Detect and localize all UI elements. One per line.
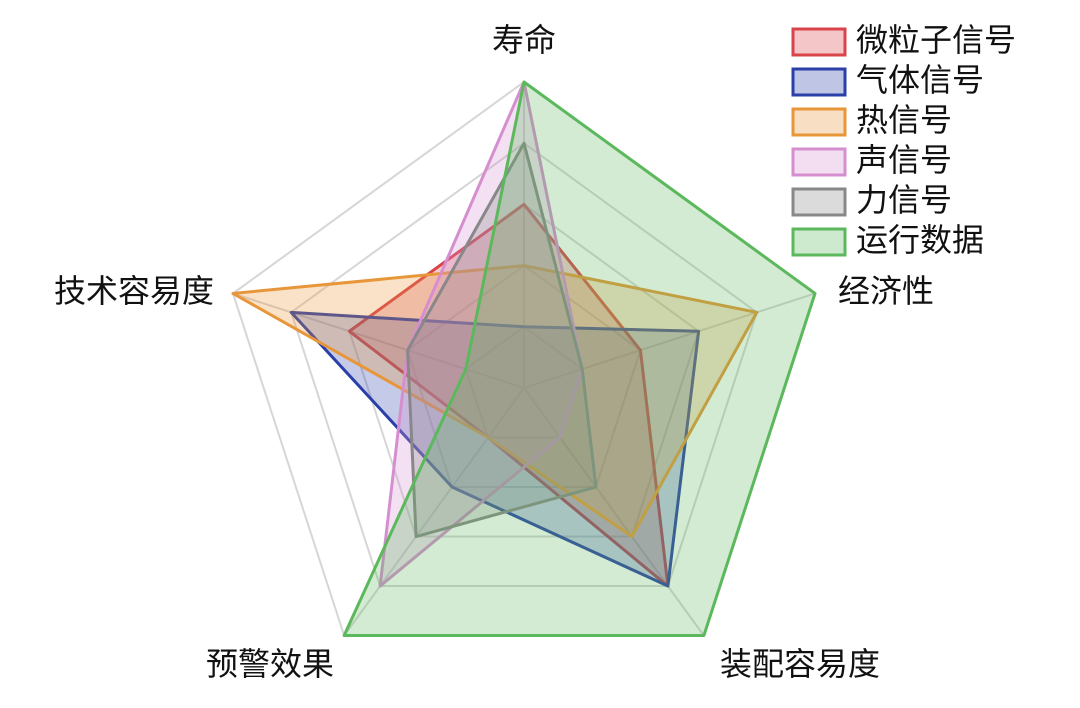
series-area (342, 80, 817, 638)
series-area (378, 80, 584, 588)
legend-swatch (791, 27, 847, 57)
category-label: 预警效果 (206, 645, 334, 683)
category-label: 装配容易度 (720, 645, 880, 683)
axis-spoke (523, 387, 705, 637)
legend-label: 气体信号 (856, 61, 984, 99)
series-area (406, 141, 598, 539)
axis-spoke (343, 387, 525, 637)
category-label: 技术容易度 (54, 272, 214, 310)
axis-spoke (232, 292, 525, 389)
legend-swatch (791, 67, 847, 97)
legend-label: 微粒子信号 (856, 21, 1016, 59)
category-label: 经济性 (838, 272, 934, 310)
category-label: 寿命 (492, 21, 556, 59)
legend-swatch (791, 147, 847, 177)
series-area (231, 264, 759, 539)
grid-ring (464, 325, 584, 439)
legend-swatch (791, 107, 847, 137)
legend-label: 声信号 (856, 141, 952, 179)
legend-label: 运行数据 (856, 221, 984, 259)
axis-spoke (523, 292, 816, 389)
legend-label: 力信号 (856, 181, 952, 219)
grid-ring (406, 264, 642, 489)
legend-swatch (791, 227, 847, 257)
legend-label: 热信号 (856, 101, 952, 139)
series-area (289, 310, 701, 588)
legend-swatch (791, 187, 847, 217)
